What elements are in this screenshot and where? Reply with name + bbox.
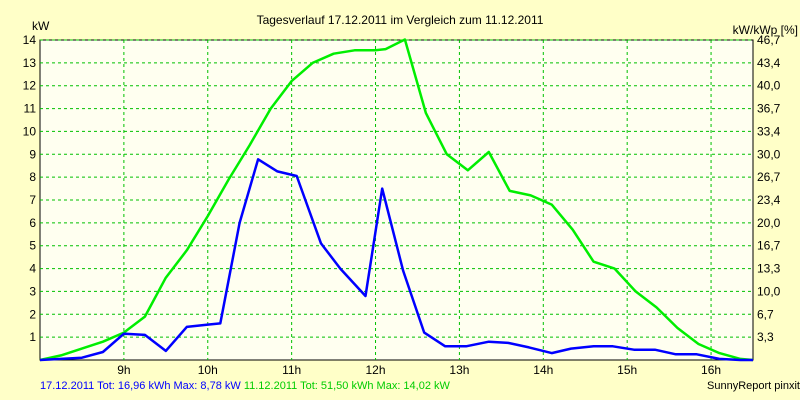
series-line-1 (39, 158, 753, 362)
y-left-tick-label: 8 (29, 170, 36, 184)
y-left-tick-label: 4 (29, 262, 36, 276)
y-left-tick-label: 6 (29, 216, 36, 230)
x-tick-label: 12h (366, 363, 386, 377)
y-right-tick-label: 36,7 (757, 102, 781, 116)
y-right-tick-label: 20,0 (757, 216, 781, 230)
y-right-tick-label: 46,7 (757, 33, 781, 47)
y-right-tick-label: 23,4 (757, 193, 781, 207)
y-right-tick-label: 13,3 (757, 262, 781, 276)
y-right-tick-label: 40,0 (757, 79, 781, 93)
y-left-tick-label: 3 (29, 284, 36, 298)
x-tick-label: 16h (701, 363, 721, 377)
y-right-tick-label: 3,3 (757, 330, 774, 344)
y-left-tick-label: 10 (23, 124, 37, 138)
y-right-tick-label: 10,0 (757, 284, 781, 298)
legend-series-1: 17.12.2011 Tot: 16,96 kWh Max: 8,78 kW (40, 380, 241, 392)
series-line-2 (39, 38, 754, 362)
y-right-tick-label: 6,7 (757, 307, 774, 321)
right-axis: 3,3 6,7 10,0 13,3 16,7 20,0 23,4 26,7 30,0 33,4 36… (757, 33, 781, 344)
y-left-tick-label: 9 (29, 147, 36, 161)
y-right-tick-label: 30,0 (757, 147, 781, 161)
y-right-tick-label: 33,4 (757, 124, 781, 138)
y-left-tick-label: 13 (23, 56, 37, 70)
x-tick-label: 15h (617, 363, 637, 377)
y-right-tick-label: 43,4 (757, 56, 781, 70)
y-left-tick-label: 5 (29, 239, 36, 253)
x-axis: 9h 10h 11h 12h 13h 14h 15h 16h (117, 363, 721, 377)
y-left-tick-label: 2 (29, 307, 36, 321)
x-tick-label: 13h (449, 363, 469, 377)
y-right-tick-label: 26,7 (757, 170, 781, 184)
y-left-tick-label: 12 (23, 79, 37, 93)
footer-credit: SunnyReport pinxit (707, 380, 800, 392)
y-left-tick-label: 1 (29, 330, 36, 344)
grid (40, 39, 753, 360)
y-left-tick-label: 14 (23, 33, 37, 47)
y-left-tick-label: 11 (24, 102, 37, 116)
x-tick-label: 11h (282, 363, 301, 377)
series-layer (39, 38, 754, 362)
y-right-tick-label: 16,7 (757, 239, 781, 253)
left-axis-label: kW (32, 19, 50, 33)
footer-legend: 17.12.2011 Tot: 16,96 kWh Max: 8,78 kW 1… (40, 380, 450, 392)
x-tick-label: 14h (533, 363, 553, 377)
y-left-tick-label: 7 (29, 193, 36, 207)
chart-title: Tagesverlauf 17.12.2011 im Vergleich zum… (257, 13, 544, 27)
right-axis-label: kW/kWp [%] (733, 23, 798, 37)
x-tick-label: 9h (117, 363, 130, 377)
legend-series-2: 11.12.2011 Tot: 51,50 kWh Max: 14,02 kW (243, 380, 450, 392)
x-tick-label: 10h (198, 363, 218, 377)
